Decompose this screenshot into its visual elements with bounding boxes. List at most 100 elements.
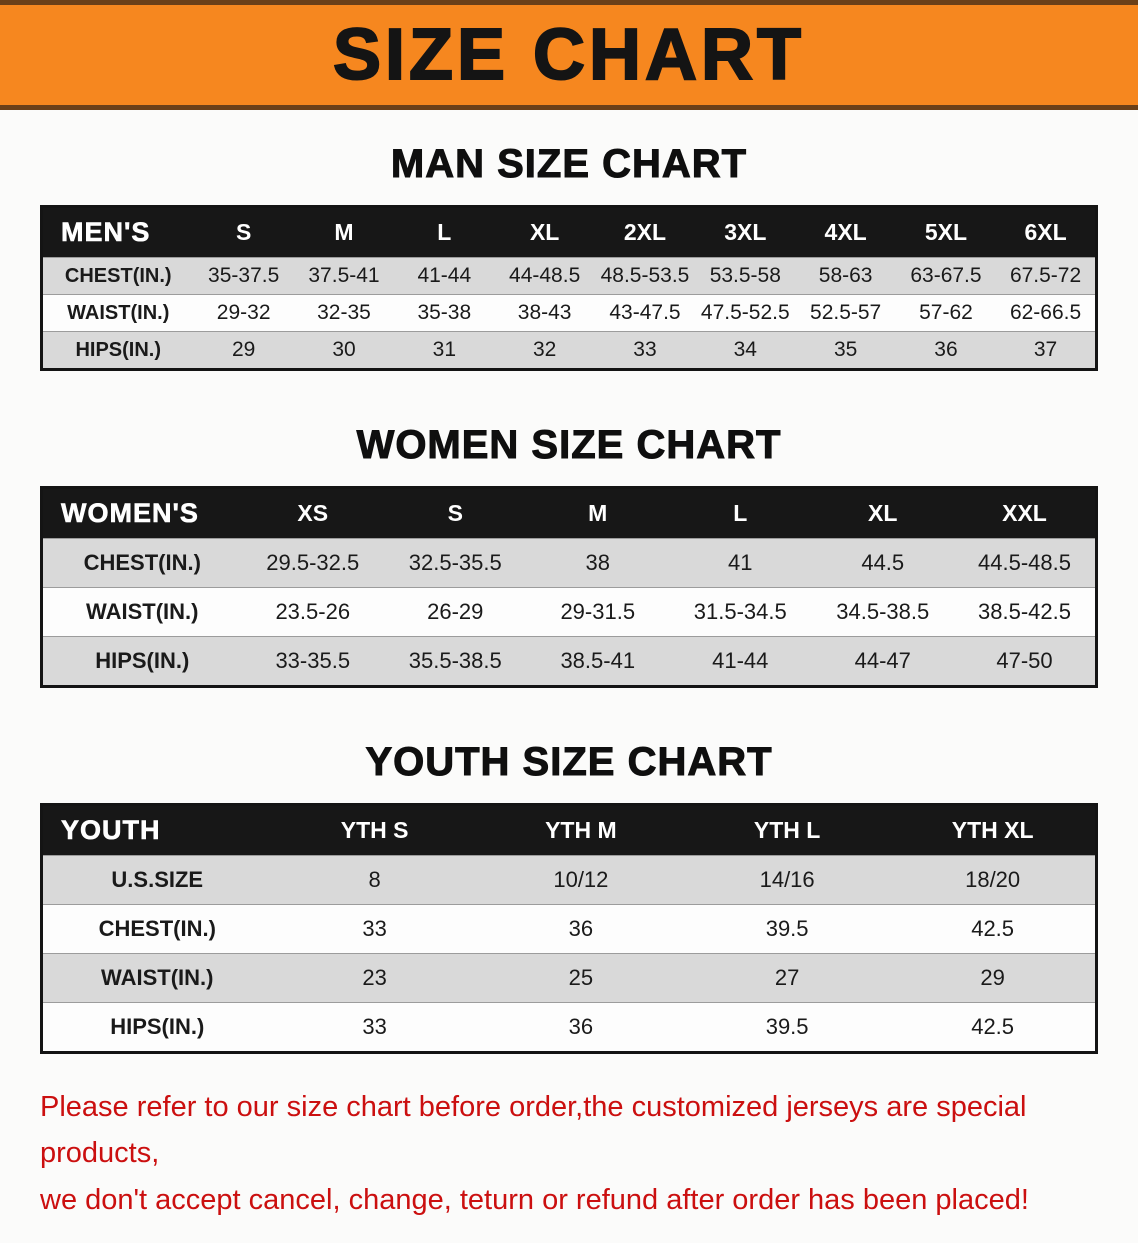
cell: 34: [695, 331, 796, 370]
banner-title: SIZE CHART: [332, 14, 805, 96]
cell: 47-50: [954, 636, 1097, 687]
youth-header-row: YOUTH YTH S YTH M YTH L YTH XL: [41, 804, 1097, 856]
cell: 44-47: [811, 636, 954, 687]
cell: 44.5: [811, 538, 954, 588]
cell: 29.5-32.5: [241, 538, 384, 588]
cell: 39.5: [684, 904, 891, 954]
man-section-heading: MAN SIZE CHART: [390, 142, 748, 187]
cell: 26-29: [384, 587, 527, 637]
cell: 29-32: [193, 294, 294, 332]
youth-column-header: YTH S: [271, 804, 478, 856]
youth-chest-row: CHEST(IN.) 33 36 39.5 42.5: [41, 904, 1097, 954]
cell: 35.5-38.5: [384, 636, 527, 687]
cell: 37.5-41: [293, 257, 395, 295]
cell: 32: [494, 331, 595, 370]
cell: 29: [890, 953, 1097, 1003]
cell: 43-47.5: [594, 294, 696, 332]
cell: 62-66.5: [996, 294, 1097, 332]
women-chest-row: CHEST(IN.) 29.5-32.5 32.5-35.5 38 41 44.…: [41, 538, 1097, 588]
cell: 35-38: [394, 294, 495, 332]
cell: 27: [684, 953, 891, 1003]
women-column-header: XS: [241, 487, 384, 539]
cell: 33: [271, 904, 478, 954]
cell: 52.5-57: [795, 294, 896, 332]
cell: 42.5: [890, 904, 1097, 954]
cell: 63-67.5: [895, 257, 997, 295]
cell: 53.5-58: [695, 257, 796, 295]
man-column-header: XL: [494, 206, 595, 258]
man-column-header: L: [394, 206, 495, 258]
man-column-header: 6XL: [996, 206, 1097, 258]
man-column-header: 2XL: [594, 206, 696, 258]
cell: 34.5-38.5: [811, 587, 954, 637]
cell: 14/16: [684, 855, 891, 905]
cell: 38.5-41: [526, 636, 669, 687]
row-label: HIPS(IN.): [41, 331, 194, 370]
row-label: HIPS(IN.): [41, 636, 242, 687]
women-waist-row: WAIST(IN.) 23.5-26 26-29 29-31.5 31.5-34…: [41, 587, 1097, 637]
women-section-heading: WOMEN SIZE CHART: [356, 423, 782, 468]
cell: 33: [594, 331, 696, 370]
cell: 29: [193, 331, 294, 370]
cell: 39.5: [684, 1002, 891, 1053]
cell: 38-43: [494, 294, 595, 332]
cell: 31.5-34.5: [669, 587, 812, 637]
disclaimer-line-2: we don't accept cancel, change, teturn o…: [40, 1183, 1029, 1216]
cell: 67.5-72: [996, 257, 1097, 295]
cell: 57-62: [895, 294, 997, 332]
cell: 36: [895, 331, 997, 370]
women-size-table: WOMEN'S XS S M L XL XXL CHEST(IN.) 29.5-…: [40, 486, 1098, 688]
man-hips-row: HIPS(IN.) 29 30 31 32 33 34 35 36 37: [41, 331, 1097, 370]
youth-waist-row: WAIST(IN.) 23 25 27 29: [41, 953, 1097, 1003]
cell: 30: [293, 331, 395, 370]
cell: 35-37.5: [193, 257, 294, 295]
cell: 31: [394, 331, 495, 370]
youth-column-header: YTH L: [684, 804, 891, 856]
cell: 10/12: [477, 855, 684, 905]
youth-size-table: YOUTH YTH S YTH M YTH L YTH XL U.S.SIZE …: [40, 803, 1098, 1054]
cell: 8: [271, 855, 478, 905]
row-label: HIPS(IN.): [41, 1002, 272, 1053]
man-header-row: MEN'S S M L XL 2XL 3XL 4XL 5XL 6XL: [41, 206, 1097, 258]
cell: 44.5-48.5: [954, 538, 1097, 588]
man-column-header: 5XL: [895, 206, 997, 258]
row-label: WAIST(IN.): [41, 953, 272, 1003]
women-column-header: L: [669, 487, 812, 539]
youth-section-heading: YOUTH SIZE CHART: [365, 740, 773, 785]
cell: 33: [271, 1002, 478, 1053]
youth-column-header: YTH M: [477, 804, 684, 856]
disclaimer-text: Please refer to our size chart before or…: [40, 1084, 1098, 1223]
man-waist-row: WAIST(IN.) 29-32 32-35 35-38 38-43 43-47…: [41, 294, 1097, 332]
cell: 33-35.5: [241, 636, 384, 687]
women-column-header: S: [384, 487, 527, 539]
man-corner-label: MEN'S: [41, 206, 194, 258]
man-size-table: MEN'S S M L XL 2XL 3XL 4XL 5XL 6XL CHEST…: [40, 205, 1098, 371]
row-label: U.S.SIZE: [41, 855, 272, 905]
cell: 23.5-26: [241, 587, 384, 637]
women-corner-label: WOMEN'S: [41, 487, 242, 539]
cell: 42.5: [890, 1002, 1097, 1053]
cell: 47.5-52.5: [695, 294, 796, 332]
row-label: WAIST(IN.): [41, 587, 242, 637]
cell: 36: [477, 1002, 684, 1053]
disclaimer-line-1: Please refer to our size chart before or…: [40, 1091, 1027, 1170]
women-column-header: XL: [811, 487, 954, 539]
youth-ussize-row: U.S.SIZE 8 10/12 14/16 18/20: [41, 855, 1097, 905]
cell: 23: [271, 953, 478, 1003]
cell: 58-63: [795, 257, 896, 295]
size-chart-banner: SIZE CHART: [0, 0, 1138, 110]
cell: 32-35: [293, 294, 395, 332]
man-column-header: M: [293, 206, 395, 258]
cell: 32.5-35.5: [384, 538, 527, 588]
man-column-header: 3XL: [695, 206, 796, 258]
man-column-header: S: [193, 206, 294, 258]
cell: 44-48.5: [494, 257, 595, 295]
youth-column-header: YTH XL: [890, 804, 1097, 856]
cell: 18/20: [890, 855, 1097, 905]
cell: 37: [996, 331, 1097, 370]
cell: 35: [795, 331, 896, 370]
man-column-header: 4XL: [795, 206, 896, 258]
youth-corner-label: YOUTH: [41, 804, 272, 856]
row-label: CHEST(IN.): [41, 257, 194, 295]
women-column-header: XXL: [954, 487, 1097, 539]
